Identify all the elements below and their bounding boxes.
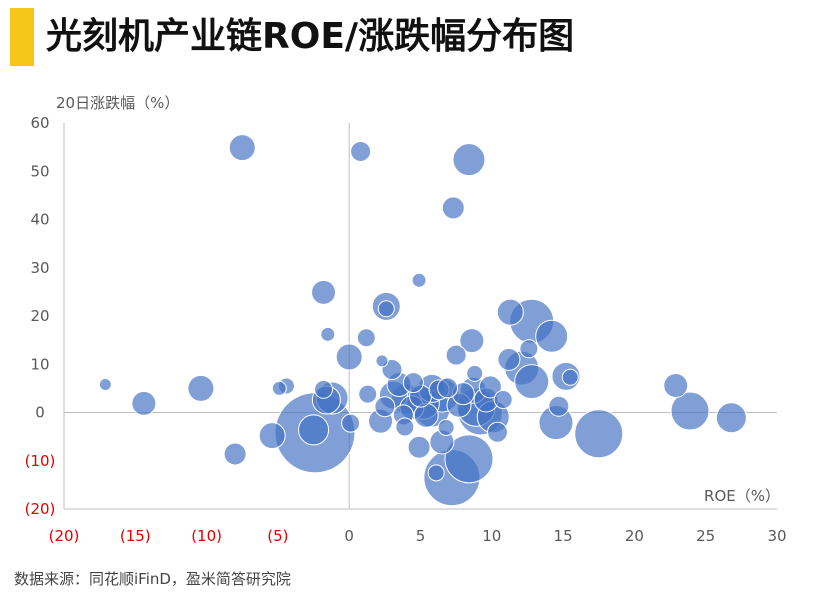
title-accent-bar — [10, 8, 34, 66]
x-tick-label: (5) — [267, 527, 288, 545]
bubble-point — [535, 319, 569, 353]
bubble-point — [496, 298, 524, 326]
bubble-point — [441, 196, 465, 220]
bubble-point — [395, 417, 415, 437]
y-tick-label: 50 — [30, 162, 49, 180]
bubble-point — [271, 380, 287, 396]
data-source-note: 数据来源：同花顺iFinD，盈米简答研究院 — [14, 570, 291, 588]
bubble-point — [402, 372, 424, 394]
bubble-point — [514, 364, 550, 400]
x-axis-label: ROE（%） — [704, 487, 780, 505]
bubble-point — [437, 377, 459, 399]
bubble-point — [314, 379, 334, 399]
bubble-point — [548, 395, 570, 417]
page-title: 光刻机产业链ROE/涨跌幅分布图 — [46, 16, 575, 57]
y-tick-label: 20 — [30, 307, 49, 325]
x-tick-label: 30 — [767, 527, 786, 545]
bubble-point — [407, 435, 431, 459]
bubble-point — [375, 354, 389, 368]
x-tick-label: 20 — [625, 527, 644, 545]
bubble-point — [487, 421, 509, 443]
bubble-point — [459, 328, 485, 354]
x-tick-label: 10 — [482, 527, 501, 545]
bubble-point — [350, 140, 372, 162]
chart-axes: (20) (10) 0 10 20 30 40 50 60 (20) (15) (10) (5) 0 5 10… — [25, 114, 787, 545]
bubble-point — [311, 279, 337, 305]
x-tick-label: (20) — [49, 527, 80, 545]
y-tick-label: (10) — [25, 452, 56, 470]
bubble-point — [670, 391, 710, 431]
bubble-point — [98, 378, 112, 392]
bubble-point — [187, 374, 215, 402]
y-tick-label: 60 — [30, 114, 49, 132]
y-tick-label: 40 — [30, 211, 49, 229]
bubble-point — [574, 409, 624, 459]
bubble-point — [663, 372, 689, 398]
y-tick-label: 0 — [35, 404, 45, 422]
bubble-point — [298, 414, 330, 446]
bubble-point — [377, 300, 395, 318]
x-tick-label: 25 — [696, 527, 715, 545]
bubble-point — [493, 389, 513, 409]
x-tick-label: (15) — [120, 527, 151, 545]
bubble-point — [497, 347, 521, 371]
y-tick-label: 10 — [30, 355, 49, 373]
bubble-point — [411, 272, 427, 288]
y-tick-label: 30 — [30, 259, 49, 277]
bubble-point — [131, 390, 157, 416]
y-tick-label: (20) — [25, 500, 56, 518]
bubble-point — [445, 344, 467, 366]
bubble-point — [466, 364, 484, 382]
x-tick-label: 15 — [554, 527, 573, 545]
bubble-point — [561, 368, 579, 386]
bubble-point — [427, 464, 445, 482]
bubble-point — [228, 134, 256, 162]
bubble-point — [223, 442, 247, 466]
bubble-point — [715, 402, 747, 434]
x-tick-label: 5 — [416, 527, 426, 545]
bubble-point — [258, 422, 286, 450]
x-tick-label: (10) — [191, 527, 222, 545]
bubble-point — [437, 418, 455, 436]
bubble-point — [452, 143, 486, 177]
bubble-point — [320, 326, 336, 342]
bubble-point — [356, 328, 376, 348]
bubble-point — [335, 343, 363, 371]
y-axis-label: 20日涨跌幅（%） — [56, 94, 179, 112]
x-tick-label: 0 — [344, 527, 354, 545]
bubble-point — [519, 339, 539, 359]
bubble-point — [444, 434, 494, 484]
bubble-point — [374, 396, 396, 418]
bubble-point — [478, 375, 502, 399]
bubble-point — [341, 413, 361, 433]
chart-bubbles — [98, 134, 747, 507]
bubble-point — [358, 384, 378, 404]
